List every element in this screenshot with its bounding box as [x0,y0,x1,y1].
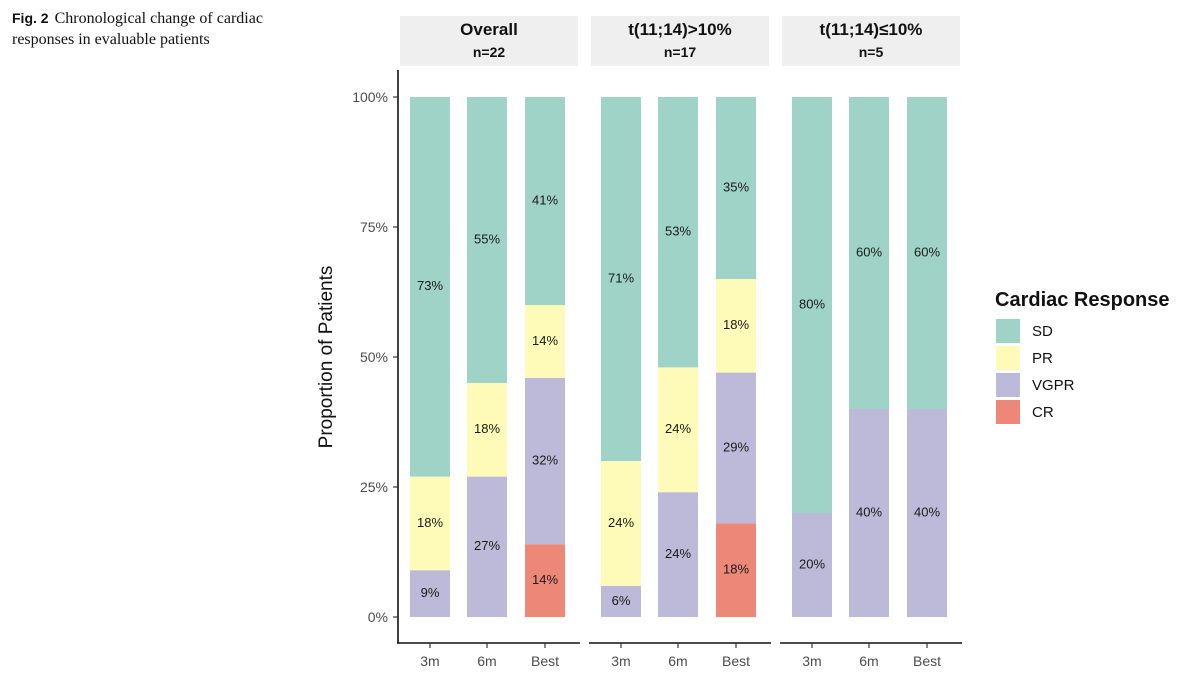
bar-segment-sd [467,97,507,383]
legend-item-pr: PR [996,346,1053,370]
facet-panel: t(11;14)>10% n=17 6% 24% 71% 3m 24% 24% 53% 6m 18%… [589,16,771,669]
facet-panels: Overall n=22 9% 18% 73% 3m 27% 18% 55% 6m 14% 32% 14… [397,16,962,669]
bar-segment-sd [792,97,832,513]
bar-value-label: 24% [608,515,634,530]
y-axis: 0% 25% 50% 75% 100% [352,70,399,643]
facet-panel: t(11;14)≤10% n=5 20% 80% 3m 40% 60% 6m 40% 60% Bes… [780,16,962,669]
figure-caption-text: Chronological change of cardiac response… [12,10,263,48]
facet-subtitle: n=5 [859,44,884,60]
bar-value-label: 53% [665,224,691,239]
bar-segment-vgpr [467,476,507,617]
bar-segment-vgpr [792,513,832,617]
y-tick-label: 50% [360,349,388,365]
bar-segment-vgpr [410,570,450,617]
bar-value-label: 55% [474,231,500,246]
x-tick-label: 6m [668,653,687,669]
figure-caption: Fig. 2 Chronological change of cardiac re… [12,8,292,50]
bar-value-label: 9% [421,585,440,600]
bar-value-label: 41% [532,192,558,207]
legend-swatch-vgpr [996,373,1020,397]
bar-value-label: 27% [474,538,500,553]
bar-segment-vgpr [907,409,947,617]
bar-value-label: 60% [914,244,940,259]
bar-segment-vgpr [849,409,889,617]
legend-swatch-cr [996,400,1020,424]
y-tick-label: 100% [352,89,388,105]
y-axis-title: Proportion of Patients [316,266,337,449]
facet-subtitle: n=22 [473,44,506,60]
bar-value-label: 14% [532,572,558,587]
bar-segment-vgpr [658,492,698,617]
facet-strip [591,16,769,66]
x-tick-label: 6m [477,653,496,669]
bar-value-label: 60% [856,244,882,259]
legend-swatch-sd [996,319,1020,343]
legend-label: CR [1032,404,1054,421]
legend-title: Cardiac Response [995,289,1170,311]
legend-label: VGPR [1032,377,1075,394]
figure-label: Fig. 2 [12,10,49,26]
bar-segment-vgpr [601,585,641,617]
y-tick-label: 0% [368,609,388,625]
facet-title: t(11;14)>10% [628,20,731,39]
bar-value-label: 29% [723,439,749,454]
bar-value-label: 18% [474,421,500,436]
x-tick-label: Best [531,653,559,669]
bar-value-label: 40% [856,504,882,519]
facet-subtitle: n=17 [664,44,697,60]
legend-item-vgpr: VGPR [996,373,1075,397]
x-tick-label: 3m [611,653,630,669]
bar-segment-sd [410,97,450,477]
bar-segment-pr [601,461,641,586]
x-tick-label: Best [913,653,941,669]
y-tick-label: 25% [360,479,388,495]
legend-item-cr: CR [996,400,1054,424]
bar-segment-vgpr [525,377,565,545]
bar-value-label: 20% [799,556,825,571]
bar-segment-cr [525,544,565,617]
y-tick-label: 75% [360,219,388,235]
bar-value-label: 35% [723,179,749,194]
bar-value-label: 24% [665,546,691,561]
bar-value-label: 24% [665,421,691,436]
bar-segment-pr [410,476,450,571]
facet-strip [782,16,960,66]
bar-segment-pr [525,305,565,378]
bar-value-label: 71% [608,270,634,285]
facet-title: t(11;14)≤10% [820,20,923,39]
bar-segment-sd [907,97,947,409]
bar-segment-sd [849,97,889,409]
facet-strip [400,16,578,66]
facet-panel: Overall n=22 9% 18% 73% 3m 27% 18% 55% 6m 14% 32% 14… [397,16,580,669]
bar-segment-sd [601,97,641,461]
bar-value-label: 73% [417,278,443,293]
bar-segment-vgpr [716,372,756,524]
legend-label: SD [1032,323,1053,340]
legend: Cardiac Response SD PR VGPR CR [995,289,1170,424]
bar-segment-cr [716,523,756,617]
bar-segment-sd [716,97,756,279]
bar-value-label: 18% [723,317,749,332]
legend-label: PR [1032,350,1053,367]
x-tick-label: Best [722,653,750,669]
bar-segment-sd [525,97,565,305]
bar-segment-pr [716,279,756,373]
bar-value-label: 40% [914,504,940,519]
bar-segment-pr [467,383,507,477]
legend-swatch-pr [996,346,1020,370]
bar-segment-sd [658,97,698,368]
bar-value-label: 14% [532,333,558,348]
legend-item-sd: SD [996,319,1053,343]
bar-segment-pr [658,367,698,493]
bar-value-label: 32% [532,452,558,467]
x-tick-label: 3m [420,653,439,669]
bar-value-label: 80% [799,296,825,311]
facet-title: Overall [460,20,518,39]
bar-value-label: 18% [723,562,749,577]
x-tick-label: 3m [802,653,821,669]
bar-value-label: 18% [417,515,443,530]
bar-value-label: 6% [612,593,631,608]
x-tick-label: 6m [859,653,878,669]
